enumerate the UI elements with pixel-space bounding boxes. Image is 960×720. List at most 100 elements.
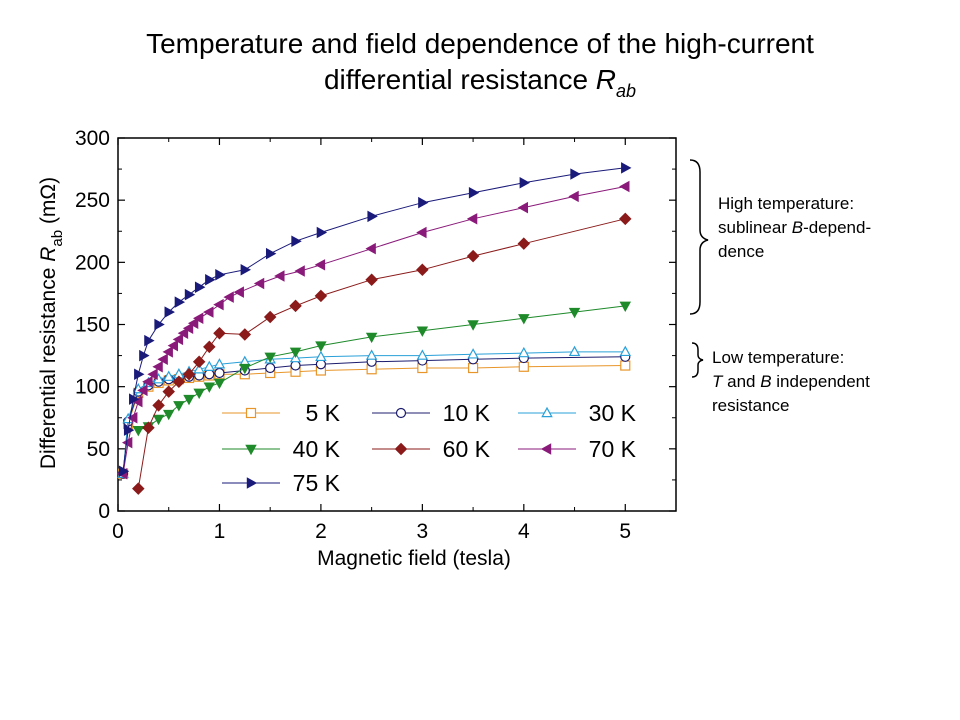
data-point (365, 273, 378, 286)
data-point (137, 384, 148, 397)
series-layer (116, 162, 632, 495)
data-point (214, 367, 225, 379)
data-point (264, 352, 276, 364)
data-point (621, 162, 632, 174)
low-annotation-var-1: T (712, 372, 723, 391)
data-point (367, 210, 378, 223)
data-point (134, 368, 145, 380)
data-point (315, 350, 327, 362)
high-annotation-line-1: High temperature: (718, 194, 855, 213)
data-point (184, 288, 196, 301)
data-point (129, 393, 140, 405)
data-point (121, 436, 133, 449)
data-point (316, 226, 328, 239)
data-point (177, 327, 189, 339)
page-title: Temperature and field dependence of the … (0, 26, 960, 101)
legend-label: 75 K (293, 470, 341, 496)
legend-entry: 75 K (222, 470, 341, 496)
data-point (204, 369, 215, 380)
legend-entry: 60 K (372, 436, 491, 462)
data-point (570, 168, 581, 180)
high-annotation-line-2: sublinear B-depend- (718, 216, 871, 240)
data-point (416, 263, 429, 277)
data-point (205, 273, 216, 286)
x-tick-label: 5 (619, 520, 631, 543)
high-annotation-line-3: dence (718, 242, 765, 261)
legend-marker (245, 407, 257, 419)
data-point (416, 226, 427, 239)
legend-entry: 10 K (372, 400, 491, 426)
data-point (290, 360, 301, 371)
data-point (253, 277, 265, 290)
data-point (619, 345, 632, 357)
low-temperature-annotation: Low temperature: T and B independent res… (712, 346, 870, 418)
high-temperature-brace (689, 159, 709, 315)
x-axis-label: Magnetic field (tesla) (317, 547, 511, 570)
data-point (519, 177, 531, 189)
data-point (240, 264, 252, 276)
legend-marker (395, 407, 407, 419)
title-line-2: differential resistance Rab (0, 62, 960, 101)
data-point (162, 370, 175, 381)
y-tick-label: 300 (75, 127, 110, 150)
data-point (568, 307, 581, 319)
data-point (467, 320, 479, 331)
series-70k (116, 180, 630, 480)
legend-label: 10 K (443, 400, 491, 426)
x-tick-label: 1 (214, 520, 226, 543)
data-point (144, 334, 155, 347)
data-point (518, 314, 530, 325)
data-point (193, 388, 205, 400)
data-point (518, 346, 530, 358)
data-point (620, 360, 631, 371)
data-point (274, 270, 285, 282)
data-point (162, 385, 175, 398)
data-point (152, 414, 165, 426)
data-point (182, 367, 196, 381)
data-point (173, 401, 185, 412)
data-point (203, 306, 214, 318)
data-point (289, 347, 302, 359)
data-point (164, 306, 175, 318)
data-point (416, 326, 429, 337)
data-point (142, 421, 155, 434)
y-tick-label: 100 (75, 376, 110, 399)
data-point (467, 348, 479, 359)
legend-label: 60 K (443, 436, 491, 462)
data-point (183, 394, 195, 406)
data-point (193, 363, 205, 374)
data-point (518, 361, 529, 372)
data-point (172, 375, 186, 388)
low-annotation-post: independent (771, 372, 870, 391)
y-tick-label: 200 (75, 251, 110, 274)
data-point (619, 301, 632, 313)
y-tick-label: 0 (98, 500, 110, 523)
data-point (466, 213, 478, 225)
data-point (265, 362, 276, 374)
data-point (172, 333, 184, 346)
data-point (132, 482, 145, 495)
data-point (139, 349, 150, 362)
title-subscript: ab (616, 81, 637, 101)
data-point (418, 196, 429, 209)
data-point (118, 465, 130, 477)
series-75k (118, 162, 632, 477)
data-point (152, 399, 165, 412)
data-point (416, 349, 429, 360)
data-point (215, 269, 226, 281)
data-point (291, 235, 302, 247)
y-axis-label-unit: (mΩ) (37, 177, 60, 230)
data-point (619, 180, 630, 193)
data-point (187, 317, 199, 329)
data-point (466, 249, 480, 263)
legend-label: 40 K (293, 436, 341, 462)
data-point (162, 346, 173, 358)
series-line (122, 186, 626, 474)
data-point (182, 322, 194, 334)
x-tick-label: 3 (417, 520, 429, 543)
data-point (213, 298, 224, 311)
data-point (192, 312, 204, 325)
legend-entry: 40 K (222, 436, 341, 462)
data-point (203, 340, 216, 354)
